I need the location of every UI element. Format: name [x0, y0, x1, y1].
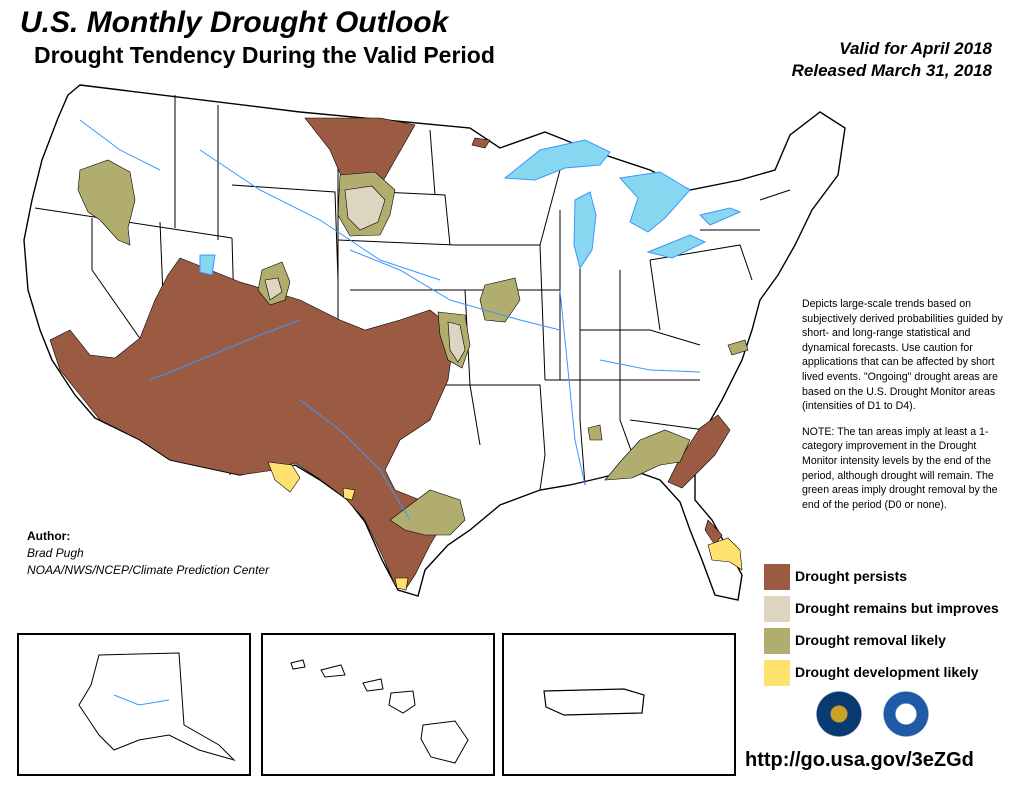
note-paragraph: NOTE: The tan areas imply at least a 1-c…	[802, 425, 998, 511]
map-subtitle: Drought Tendency During the Valid Period	[34, 42, 495, 68]
released-text: Released March 31, 2018	[791, 61, 992, 80]
rivers	[79, 119, 701, 521]
alaska-inset	[17, 633, 251, 776]
alaska-map	[78, 652, 236, 762]
legend-label: Drought remains but improves	[795, 600, 999, 616]
valid-for-text: Valid for April 2018	[839, 39, 992, 58]
doc-seal-icon	[815, 690, 863, 738]
legend-label: Drought persists	[795, 568, 908, 584]
improves-swatch	[764, 596, 790, 622]
author-name: Brad Pugh	[27, 546, 84, 560]
outlook-description: Depicts large-scale trends based on subj…	[802, 297, 1012, 523]
legend-label: Drought removal likely	[795, 632, 946, 648]
hawaii-map	[290, 659, 469, 764]
map-title: U.S. Monthly Drought Outlook	[20, 6, 449, 39]
valid-period: Valid for April 2018 Released March 31, …	[792, 38, 992, 82]
great-lakes	[199, 139, 742, 276]
removal-swatch	[764, 628, 790, 654]
drought-persists-areas	[49, 117, 731, 591]
noaa-logo-icon	[882, 690, 930, 738]
author-org: NOAA/NWS/NCEP/Climate Prediction Center	[27, 563, 270, 577]
development-swatch	[764, 660, 790, 686]
source-url[interactable]: http://go.usa.gov/3eZGd	[745, 749, 974, 771]
puerto-rico-map	[543, 688, 645, 716]
persists-swatch	[764, 564, 790, 590]
hawaii-inset	[261, 633, 495, 776]
legend-label: Drought development likely	[795, 664, 979, 680]
drought-improves-areas	[264, 185, 466, 363]
puerto-rico-inset	[502, 633, 736, 776]
author-label: Author:	[27, 529, 71, 543]
description-paragraph: Depicts large-scale trends based on subj…	[802, 298, 1003, 413]
drought-development-areas	[267, 461, 743, 591]
author-block: Author: Brad Pugh NOAA/NWS/NCEP/Climate …	[27, 528, 269, 579]
conus-map	[23, 84, 846, 601]
